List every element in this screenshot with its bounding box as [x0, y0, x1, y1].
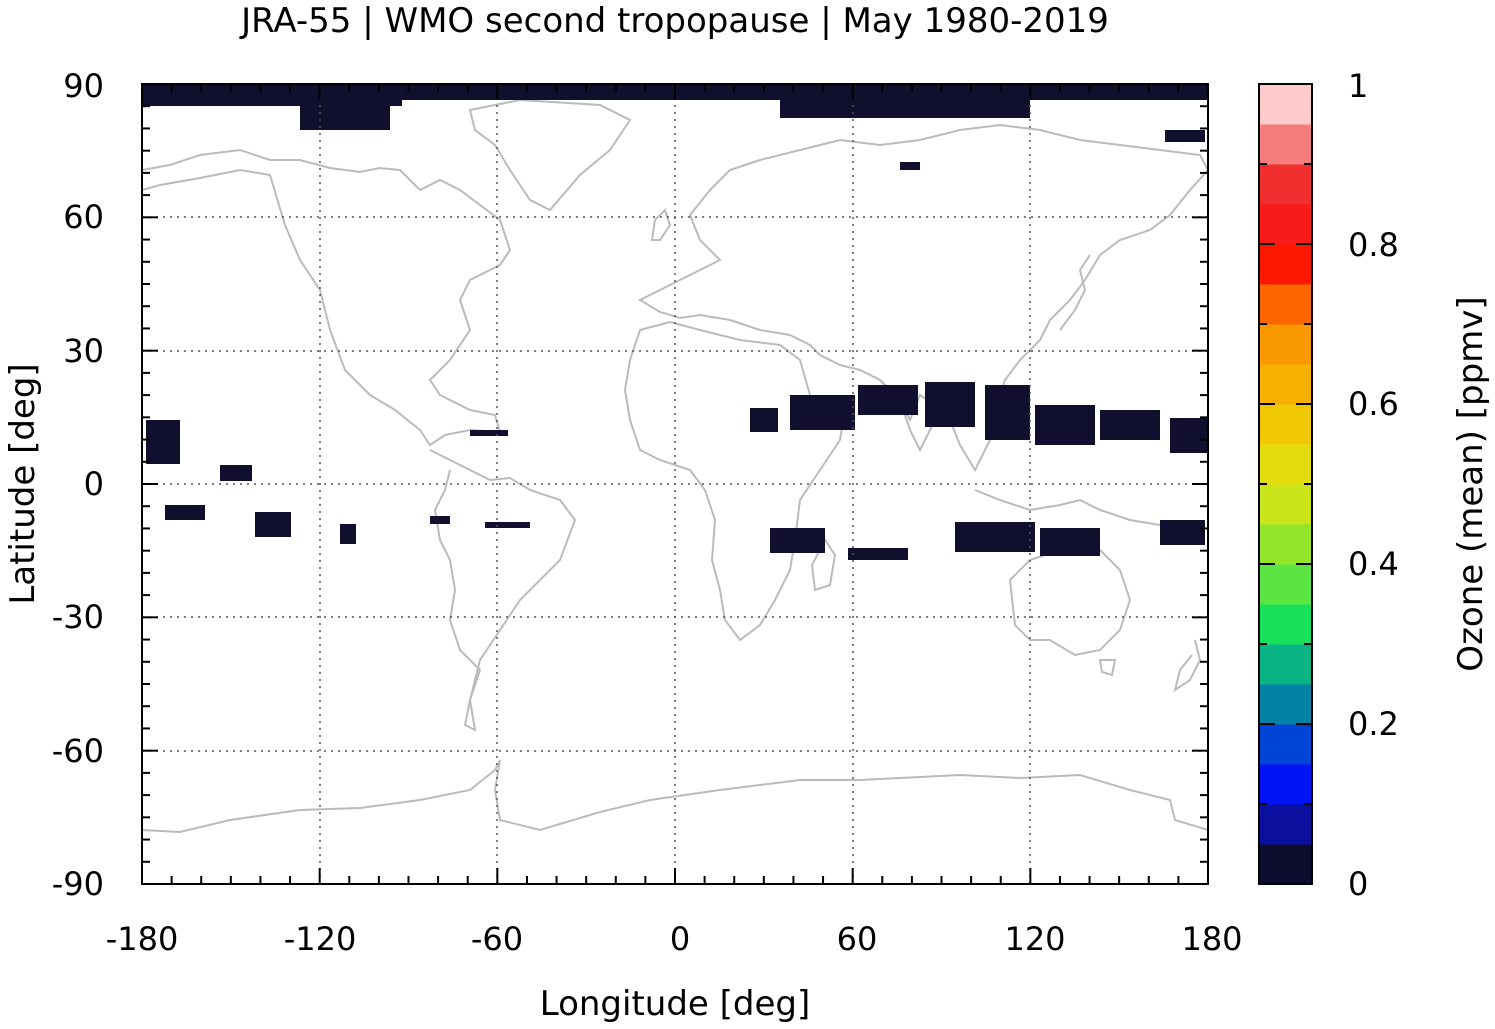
coastline-africa — [623, 320, 847, 642]
field-siberia — [780, 100, 1030, 118]
colorbar-segment — [1259, 84, 1312, 125]
colorbar-tick-label: 0.4 — [1348, 545, 1399, 583]
colorbar-segment — [1259, 124, 1312, 165]
colorbar-segment — [1259, 484, 1312, 525]
x-tick-label: 120 — [1004, 920, 1065, 958]
plot-frame — [141, 83, 1209, 885]
field-caribbean — [470, 430, 508, 436]
field-west-pacific-2 — [1100, 410, 1160, 440]
colorbar-segment — [1259, 444, 1312, 485]
coastline-new-zealand — [1173, 639, 1202, 693]
field-africa-north-1 — [750, 408, 778, 432]
field-west-pacific — [1035, 405, 1095, 445]
coastline-north-america — [141, 148, 512, 447]
x-tick-label: 60 — [837, 920, 878, 958]
field-canadian-archipelago — [300, 106, 390, 130]
coastline-uk — [650, 208, 672, 241]
field-pacific-north-2 — [220, 465, 252, 481]
field-india-bay — [925, 382, 975, 427]
colorbar-title: Ozone (mean) [ppmv] — [1451, 296, 1491, 671]
colorbar-segment — [1259, 644, 1312, 685]
colorbar-segment — [1259, 724, 1312, 765]
colorbar-tick-labels: 0 0.2 0.4 0.6 0.8 1 — [1348, 67, 1399, 903]
plot-title: JRA-55 | WMO second tropopause | May 198… — [239, 1, 1109, 41]
colorbar-segment — [1259, 364, 1312, 405]
colorbar-ticks — [1259, 83, 1312, 885]
colorbar-segment — [1259, 404, 1312, 445]
field-arctic-north-america — [142, 100, 402, 106]
y-tick-label: -90 — [52, 865, 104, 903]
colorbar — [1259, 84, 1312, 885]
y-tick-label: 0 — [84, 465, 104, 503]
field-arabia-india — [858, 385, 918, 415]
field-maritime-south-2 — [1040, 528, 1100, 556]
colorbar-segment — [1259, 604, 1312, 645]
field-pacific-south-3 — [340, 524, 356, 544]
field-west-pacific-3 — [1170, 418, 1208, 453]
x-tick-label: -60 — [471, 920, 523, 958]
y-tick-label: 60 — [63, 198, 104, 236]
grid-lines — [142, 84, 1208, 884]
colorbar-segment — [1259, 324, 1312, 365]
colorbar-segment — [1259, 524, 1312, 565]
field-siberia-patch-1 — [900, 162, 920, 170]
colorbar-segment — [1259, 804, 1312, 845]
colorbar-tick-label: 0.6 — [1348, 385, 1399, 423]
colorbar-segment — [1259, 204, 1312, 245]
colorbar-segment — [1259, 764, 1312, 805]
field-pacific-south-4 — [430, 516, 450, 524]
coastline-indonesia — [974, 489, 1161, 526]
field-se-asia — [985, 385, 1030, 440]
axis-ticks — [141, 83, 1209, 885]
y-tick-label: -60 — [52, 732, 104, 770]
field-indian-south-2 — [848, 548, 908, 560]
coastline-antarctica — [141, 759, 1209, 834]
colorbar-segment — [1259, 684, 1312, 725]
coastline-greenland — [468, 98, 632, 212]
y-tick-label: -30 — [52, 598, 104, 636]
field-indian-south-1 — [770, 528, 825, 553]
x-tick-labels: -180 -120 -60 0 60 120 180 — [106, 920, 1243, 958]
x-tick-label: -120 — [284, 920, 357, 958]
field-pacific-south-2 — [255, 512, 291, 537]
y-tick-label: 90 — [63, 67, 104, 105]
colorbar-segment — [1259, 844, 1312, 885]
x-tick-label: 180 — [1181, 920, 1242, 958]
coastline-eurasia — [637, 123, 1210, 473]
y-tick-label: 30 — [63, 332, 104, 370]
plot-area — [141, 83, 1210, 885]
field-pacific-north — [146, 420, 180, 464]
colorbar-segment — [1259, 284, 1312, 325]
x-axis-title: Longitude [deg] — [540, 984, 811, 1024]
field-maritime-south — [955, 522, 1035, 552]
x-tick-label: -180 — [106, 920, 179, 958]
field-pacific-south-1 — [165, 505, 205, 520]
colorbar-tick-label: 1 — [1348, 67, 1368, 105]
colorbar-segment — [1259, 164, 1312, 205]
colorbar-tick-label: 0.8 — [1348, 226, 1399, 264]
x-tick-label: 0 — [670, 920, 690, 958]
coastline-tasmania — [1098, 659, 1117, 677]
field-maritime-south-3 — [1160, 520, 1205, 545]
colorbar-tick-label: 0 — [1348, 865, 1368, 903]
field-pacific-south-5 — [485, 522, 530, 528]
colorbar-tick-label: 0.2 — [1348, 705, 1399, 743]
coastline-japan — [1059, 254, 1091, 331]
colorbar-segment — [1259, 564, 1312, 605]
coastline-south-america — [429, 449, 577, 732]
coastline-madagascar — [810, 538, 837, 592]
colorbar-segment — [1259, 244, 1312, 285]
y-axis-title: Latitude [deg] — [3, 363, 43, 604]
field-siberia-patch-2 — [1165, 130, 1205, 142]
field-africa-north-2 — [790, 395, 855, 430]
y-tick-labels: -90 -60 -30 0 30 60 90 — [52, 67, 104, 903]
